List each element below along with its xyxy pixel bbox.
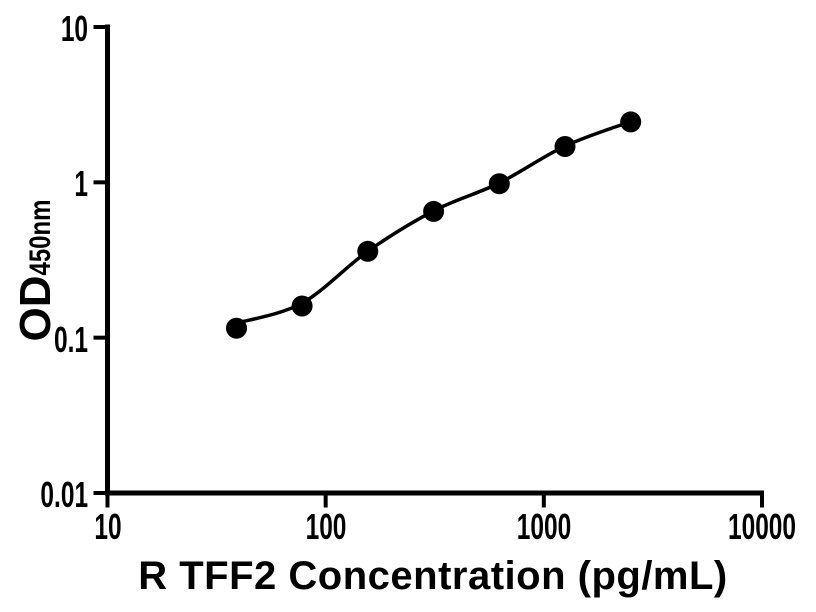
data-point bbox=[423, 200, 445, 222]
y-tick-label: 0.01 bbox=[40, 474, 88, 515]
x-tick-label: 1000 bbox=[516, 506, 572, 547]
x-axis-title: R TFF2 Concentration (pg/mL) bbox=[138, 554, 728, 598]
y-tick-label: 0.1 bbox=[53, 318, 88, 360]
data-point bbox=[357, 240, 379, 262]
y-axis-title-main: OD bbox=[11, 275, 60, 342]
x-tick-label: 10 bbox=[93, 506, 122, 547]
y-axis-title: OD450nm bbox=[11, 180, 60, 342]
x-tick-label: 100 bbox=[305, 506, 347, 547]
x-tick-label: 10000 bbox=[727, 506, 797, 547]
data-point bbox=[620, 111, 642, 133]
data-point bbox=[488, 173, 510, 195]
data-point bbox=[554, 136, 576, 157]
data-point bbox=[291, 295, 313, 317]
y-tick-label: 10 bbox=[60, 8, 88, 49]
y-tick-label: 1 bbox=[74, 163, 88, 205]
data-point bbox=[226, 317, 247, 339]
y-axis-title-subscript: 450nm bbox=[24, 199, 57, 276]
